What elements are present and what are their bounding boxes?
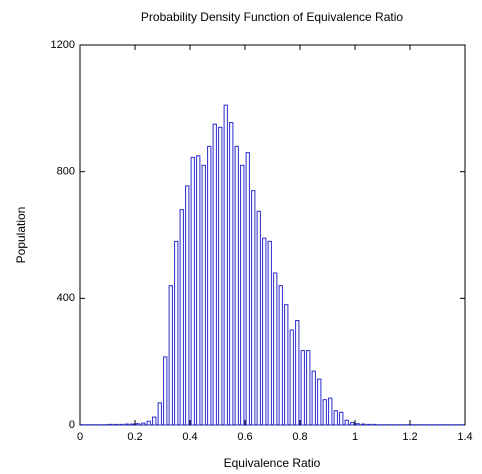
bar (355, 423, 360, 426)
bar (284, 304, 289, 426)
bar (146, 420, 151, 426)
x-tick-label: 1.2 (402, 431, 417, 443)
x-tick-label: 0.6 (237, 431, 252, 443)
bar (289, 329, 294, 426)
bar (361, 423, 366, 426)
bar (300, 350, 305, 426)
bar (245, 152, 250, 426)
x-tick-label: 0 (77, 431, 83, 443)
bar (113, 423, 118, 426)
bar (124, 423, 129, 426)
bar (295, 320, 300, 426)
x-tick-label: 1 (352, 431, 358, 443)
x-tick-label: 1.4 (457, 431, 472, 443)
bar (350, 421, 355, 426)
bar (207, 145, 212, 426)
bar (256, 210, 261, 426)
bar (372, 423, 377, 426)
bar (311, 370, 316, 426)
bar (267, 240, 272, 426)
bar (152, 416, 157, 426)
x-axis-label: Equivalence Ratio (224, 456, 321, 470)
bar (306, 350, 311, 426)
bar (317, 378, 322, 426)
bar (229, 122, 234, 426)
bar (273, 272, 278, 426)
bar (328, 397, 333, 426)
bar (179, 209, 184, 426)
y-tick-label: 0 (69, 419, 75, 431)
plot-frame (79, 44, 466, 426)
bar (251, 190, 256, 426)
bar (278, 285, 283, 426)
x-tick-label: 0.4 (182, 431, 197, 443)
bar (223, 104, 228, 426)
bar (196, 155, 201, 426)
bar (240, 164, 245, 426)
y-tick-label: 1200 (51, 39, 75, 51)
bar (135, 423, 140, 426)
bar (163, 356, 168, 426)
bar (322, 399, 327, 426)
bar (201, 164, 206, 426)
bar (218, 126, 223, 426)
bar (141, 422, 146, 426)
y-tick-label: 800 (57, 166, 75, 178)
y-tick-label: 400 (57, 292, 75, 304)
bar (119, 423, 124, 426)
bar (344, 419, 349, 426)
bar (174, 240, 179, 426)
y-axis-label: Population (14, 207, 28, 264)
bar (185, 185, 190, 426)
bar (190, 156, 195, 426)
bar (168, 285, 173, 426)
bar (212, 123, 217, 426)
bar (130, 423, 135, 426)
x-tick-label: 0.2 (127, 431, 142, 443)
x-tick-label: 0.8 (292, 431, 307, 443)
bar (157, 402, 162, 426)
bar (339, 411, 344, 426)
bar (333, 410, 338, 426)
bar (262, 237, 267, 426)
chart-title: Probability Density Function of Equivale… (141, 10, 403, 24)
bar (366, 423, 371, 426)
bar (234, 145, 239, 426)
bar (108, 423, 113, 426)
